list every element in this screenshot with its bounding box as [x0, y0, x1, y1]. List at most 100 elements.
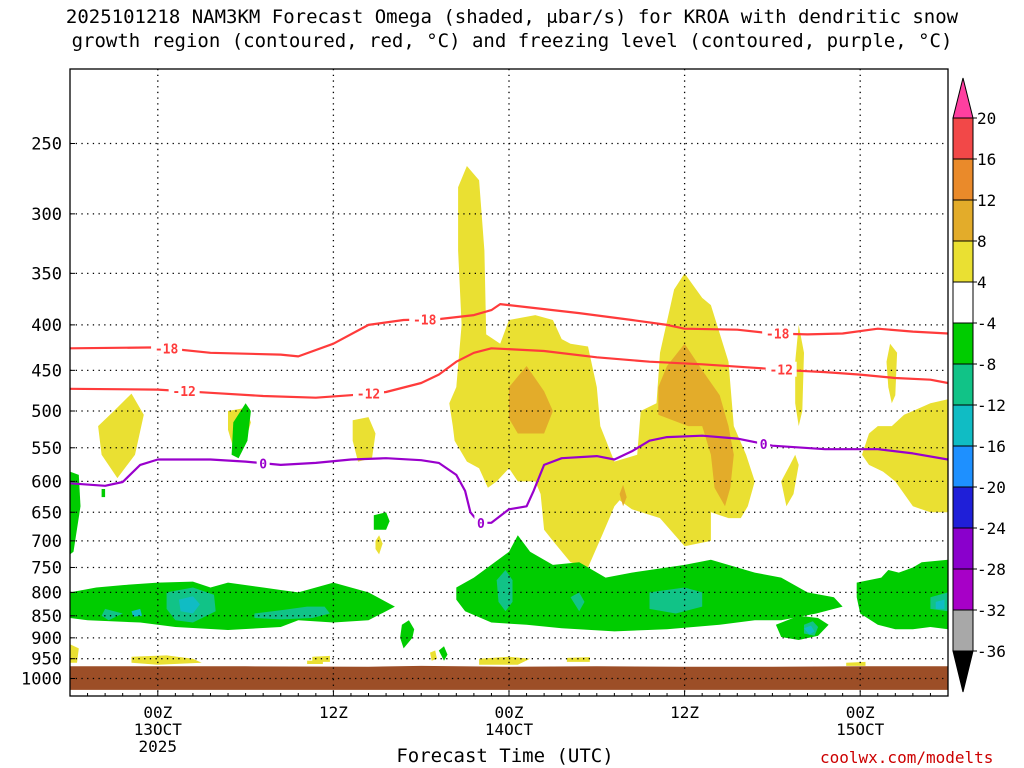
- omega-region: [496, 570, 513, 612]
- omega-region: [70, 644, 79, 663]
- colorbar-bin: [952, 486, 974, 529]
- time-tick-label: 15OCT: [836, 720, 885, 739]
- omega-region: [352, 417, 376, 462]
- pressure-tick-label: 450: [31, 361, 62, 381]
- omega-region: [862, 399, 948, 513]
- colorbar-bin: [952, 363, 974, 406]
- pressure-tick-label: 350: [31, 264, 62, 284]
- x-axis-label: Forecast Time (UTC): [396, 745, 614, 767]
- omega-region: [70, 471, 81, 555]
- colorbar-bin: [952, 568, 974, 611]
- contour-label-bg: [474, 514, 488, 530]
- time-tick-label: 12Z: [319, 703, 348, 722]
- omega-region: [935, 599, 945, 609]
- pressure-tick-label: 550: [31, 439, 62, 459]
- omega-region: [781, 454, 799, 507]
- time-tick-label: 00Z: [495, 703, 524, 722]
- contour-label-bg: [409, 311, 441, 327]
- omega-region: [70, 581, 395, 630]
- omega-region: [619, 484, 627, 507]
- time-tick-label: 00Z: [143, 703, 172, 722]
- colorbar-top-triangle: [952, 77, 974, 119]
- omega-region: [775, 615, 829, 640]
- omega-region: [101, 489, 106, 498]
- omega-region: [400, 620, 415, 649]
- pressure-tick-label: 400: [31, 316, 62, 336]
- omega-region: [479, 656, 531, 665]
- colorbar-bin: [952, 158, 974, 201]
- omega-region: [375, 535, 383, 555]
- contour-label-bg: [762, 325, 794, 341]
- contour-layer: -18 -18 -18 -12 -12 -12 0 0 0: [70, 303, 948, 532]
- omega-region: [449, 166, 755, 568]
- omega-region: [98, 393, 144, 479]
- pressure-tick-label: 750: [31, 558, 62, 578]
- colorbar-bin: [952, 117, 974, 160]
- pressure-tick-label: 300: [31, 205, 62, 225]
- omega-region: [231, 403, 251, 459]
- pressure-tick-label: 700: [31, 532, 62, 552]
- source-credit[interactable]: coolwx.com/modelts: [820, 748, 994, 767]
- colorbar-label: -12: [977, 396, 1006, 415]
- omega-region: [307, 660, 323, 664]
- pressure-tick-label: 600: [31, 472, 62, 492]
- pressure-tick-label: 1000: [21, 670, 62, 690]
- omega-region: [566, 657, 590, 662]
- omega-region: [856, 559, 948, 630]
- pressure-tick-label: 500: [31, 402, 62, 422]
- colorbar-label: 16: [977, 150, 996, 169]
- time-tick-label: 14OCT: [485, 720, 534, 739]
- omega-region: [846, 661, 866, 666]
- time-tick-label: 12Z: [670, 703, 699, 722]
- omega-region: [254, 606, 330, 620]
- time-tick-label: 00Z: [846, 703, 875, 722]
- omega-region: [456, 535, 843, 632]
- omega-region: [131, 608, 142, 617]
- pressure-tick-label: 950: [31, 650, 62, 670]
- omega-region: [570, 592, 585, 612]
- colorbar-bin: [952, 240, 974, 283]
- omega-region: [886, 343, 898, 404]
- contour-label: -12: [769, 364, 792, 379]
- time-tick-label: 2025: [139, 737, 178, 756]
- contour-label-bg: [757, 435, 771, 451]
- colorbar-label: 20: [977, 109, 996, 128]
- chart-title-line-1: 2025101218 NAM3KM Forecast Omega (shaded…: [65, 6, 959, 28]
- omega-region: [804, 625, 815, 635]
- colorbar-label: -36: [977, 642, 1006, 661]
- chart-title-line-2: growth region (contoured, red, °C) and f…: [71, 30, 953, 52]
- colorbar-bin: [952, 404, 974, 447]
- colorbar-label: -24: [977, 519, 1006, 538]
- colorbar-bin: [952, 527, 974, 570]
- colorbar-bin: [952, 609, 974, 652]
- contour-line: [70, 303, 948, 358]
- omega-region: [101, 608, 123, 621]
- contour-label-bg: [765, 361, 797, 377]
- omega-region: [649, 587, 703, 614]
- omega-region: [795, 324, 804, 427]
- pressure-axis: 2503003504004505005506006507007508008509…: [21, 135, 75, 690]
- contour-label-bg: [256, 455, 270, 471]
- colorbar-label: -20: [977, 478, 1006, 497]
- colorbar-label: -4: [977, 314, 996, 333]
- pressure-tick-label: 800: [31, 583, 62, 603]
- colorbar-bin: [952, 281, 974, 324]
- contour-label: 0: [760, 438, 768, 453]
- omega-region: [373, 512, 390, 530]
- omega-region: [438, 646, 448, 661]
- contour-line: [70, 434, 948, 524]
- pressure-tick-label: 850: [31, 607, 62, 627]
- contour-label: -18: [413, 313, 437, 328]
- colorbar-bin: [952, 445, 974, 488]
- colorbar: 20 16 12 8 4 -4 -8 -12 -16 -20 -24 -28 -32 -36: [952, 77, 1006, 693]
- colorbar-label: -16: [977, 437, 1006, 456]
- grid-layer: [70, 69, 948, 696]
- contour-line: [70, 347, 948, 399]
- colorbar-label: -8: [977, 355, 996, 374]
- colorbar-label: -28: [977, 560, 1006, 579]
- contour-label: -18: [155, 342, 179, 357]
- pressure-tick-label: 650: [31, 503, 62, 523]
- contour-label: -18: [766, 328, 790, 343]
